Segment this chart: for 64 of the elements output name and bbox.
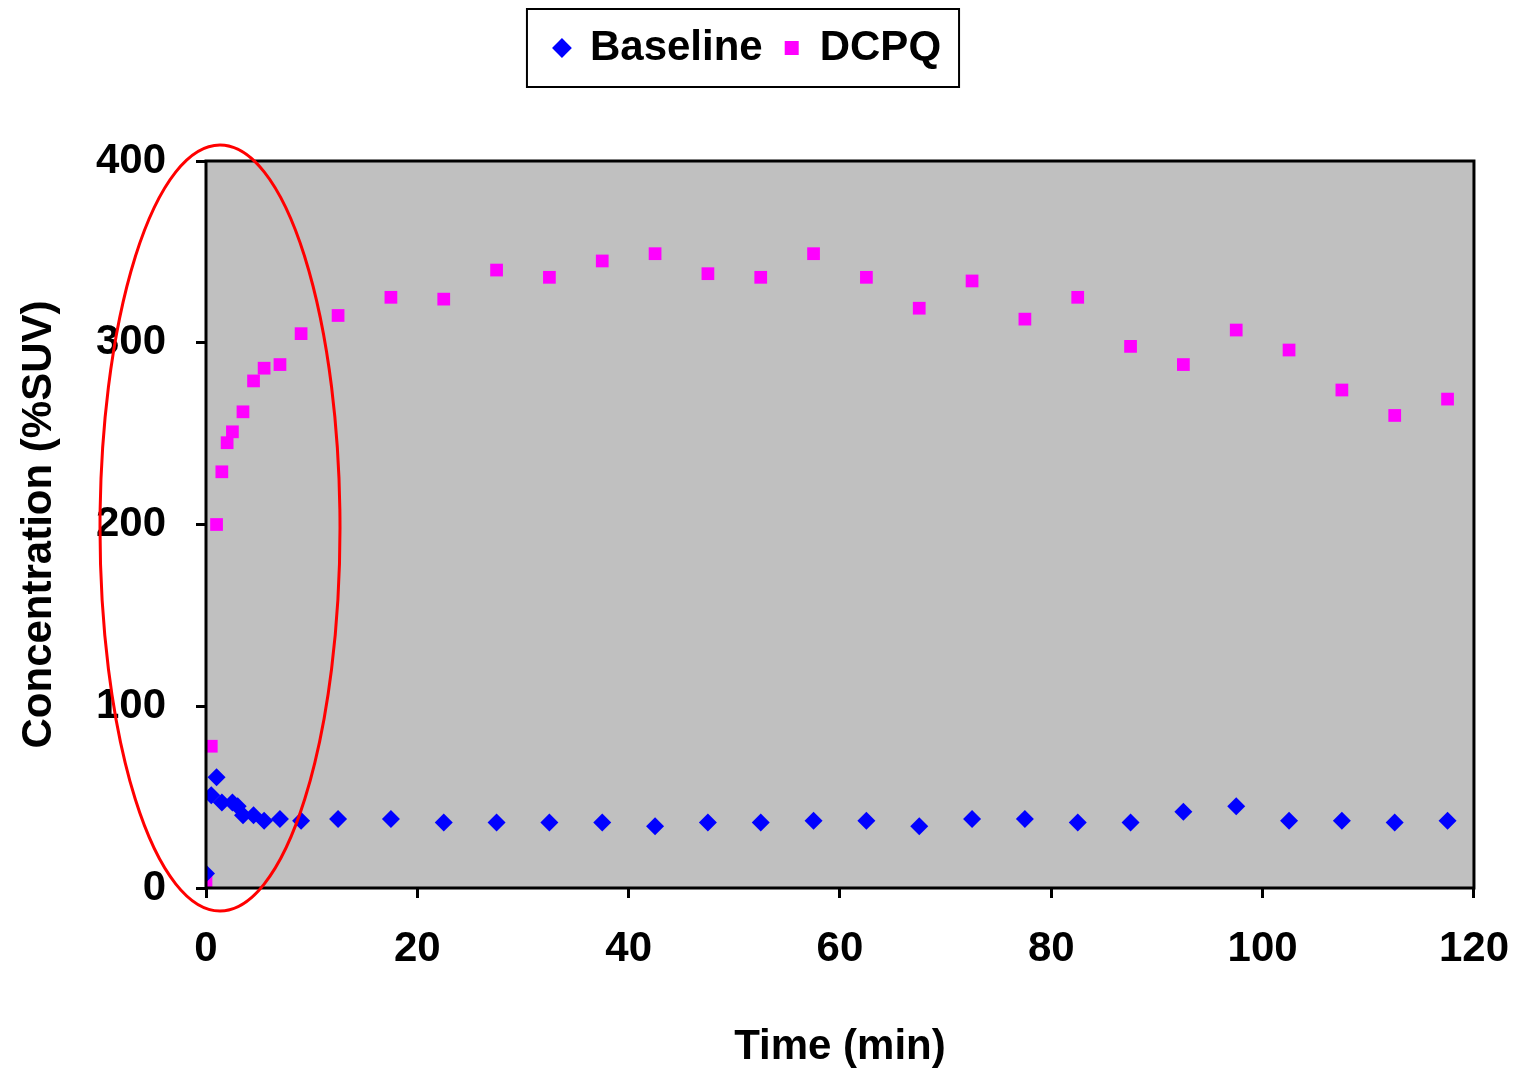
x-tick-label: 60 [816, 922, 864, 970]
point [255, 811, 274, 830]
point [910, 817, 929, 836]
point [1229, 323, 1243, 337]
point [1280, 811, 1299, 830]
point [1385, 813, 1404, 832]
point [646, 817, 665, 836]
point [490, 263, 503, 277]
point [226, 425, 239, 439]
point [381, 809, 400, 828]
point [1068, 813, 1087, 832]
x-tick-label: 100 [1227, 922, 1298, 970]
point [1071, 290, 1085, 304]
legend-label: Baseline [589, 21, 763, 69]
point [236, 405, 250, 419]
point [543, 270, 556, 284]
point [754, 270, 768, 284]
point [273, 358, 287, 371]
point [207, 768, 226, 787]
point [595, 254, 609, 268]
point [751, 813, 770, 832]
point [1227, 797, 1246, 816]
point [698, 813, 717, 832]
y-axis-title: Concentration (%SUV) [12, 300, 60, 749]
point [701, 267, 715, 281]
point [540, 813, 559, 832]
point [329, 809, 348, 828]
point [963, 809, 982, 828]
point [1121, 813, 1140, 832]
point [1124, 340, 1137, 353]
point [648, 247, 662, 261]
point [857, 811, 876, 830]
point [210, 518, 223, 531]
point [1174, 802, 1193, 821]
point [1015, 809, 1034, 828]
y-tick-label: 0 [142, 861, 166, 909]
point [257, 361, 271, 375]
point [1332, 811, 1351, 830]
y-tick-label: 400 [95, 134, 166, 182]
x-tick-label: 20 [393, 922, 441, 970]
point [860, 270, 873, 284]
x-tick-label: 40 [605, 922, 653, 970]
point [1388, 409, 1402, 422]
point [804, 811, 823, 830]
point [294, 327, 308, 341]
x-tick-label: 0 [194, 922, 218, 970]
point [487, 813, 506, 832]
x-tick-label: 80 [1027, 922, 1075, 970]
point [270, 809, 289, 828]
point [437, 292, 451, 306]
point [593, 813, 612, 832]
point [1441, 392, 1454, 406]
point [1438, 811, 1457, 830]
point [247, 374, 260, 388]
x-axis-title: Time (min) [734, 1021, 946, 1069]
legend-label: DCPQ [819, 21, 942, 69]
point [331, 309, 345, 322]
point [384, 290, 398, 304]
point [807, 247, 820, 261]
x-tick-label: 120 [1438, 922, 1509, 970]
point [215, 465, 229, 479]
point [912, 301, 926, 315]
point [1177, 358, 1190, 371]
point [434, 813, 453, 832]
